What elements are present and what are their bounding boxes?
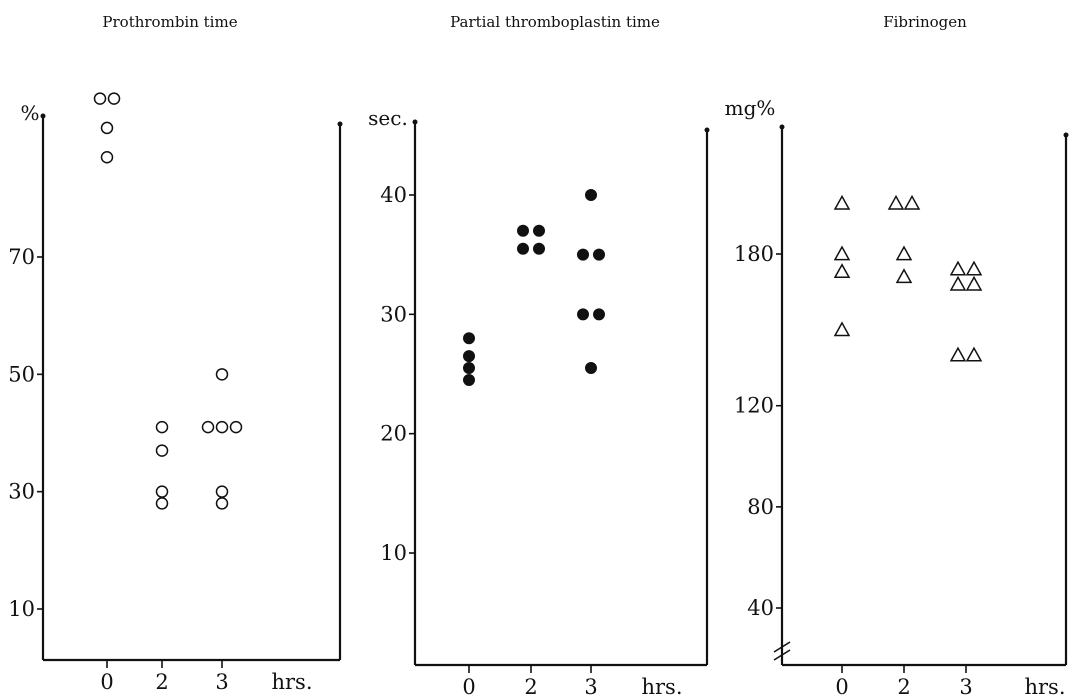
y-tick-label: 30 [8, 480, 35, 504]
axis-end-dot [704, 127, 710, 133]
y-tick-label: 40 [380, 183, 407, 207]
data-point [833, 263, 851, 279]
x-tick-label: 2 [155, 670, 168, 694]
data-point [577, 308, 589, 321]
data-point [107, 92, 121, 105]
x-tick-label: 3 [584, 675, 597, 698]
y-tick-label: 70 [8, 245, 35, 269]
y-tick-label: 80 [747, 495, 774, 519]
y-axis-unit-label: sec. [368, 106, 408, 130]
data-point [833, 321, 851, 337]
data-point [965, 346, 983, 362]
data-point [215, 420, 229, 434]
data-point [895, 245, 913, 261]
data-point [155, 420, 169, 434]
data-point [215, 368, 229, 381]
data-point [517, 242, 529, 255]
data-point [215, 485, 229, 498]
x-tick-label: 0 [100, 670, 113, 694]
data-point [895, 268, 913, 284]
axis-break-mark [773, 649, 791, 661]
data-point [463, 350, 475, 363]
data-point [949, 275, 967, 291]
data-point [585, 362, 597, 375]
data-point [201, 420, 215, 434]
data-point [155, 485, 169, 498]
y-tick-label: 30 [380, 302, 407, 326]
axis-end-dot [337, 121, 343, 127]
axis-end-dot [1063, 132, 1069, 138]
x-axis-unit-label: hrs. [271, 670, 312, 694]
y-axis-unit-label: % [20, 101, 39, 125]
data-point [585, 189, 597, 201]
x-tick-label: 0 [462, 675, 475, 698]
axis-end-dot [779, 124, 785, 130]
data-point [517, 224, 529, 237]
axis-end-dot [40, 113, 46, 119]
chart-title: Partial thromboplastin time [450, 13, 660, 31]
data-point [949, 260, 967, 276]
data-point [100, 151, 114, 164]
data-point [593, 248, 605, 261]
data-point [833, 194, 851, 210]
x-tick-label: 3 [215, 670, 228, 694]
data-point [887, 194, 905, 210]
data-point [533, 242, 545, 255]
data-point [100, 121, 114, 135]
data-point [965, 275, 983, 291]
data-point [965, 260, 983, 276]
y-tick-label: 20 [380, 422, 407, 446]
chart-panel: Fibrinogen mg% 40 80 120 180 0 2 3 hrs. [725, 13, 1069, 698]
data-point [463, 362, 475, 375]
axis-break-mark [773, 641, 791, 653]
data-point [833, 245, 851, 261]
chart-title: Prothrombin time [102, 13, 237, 31]
chart-panel: Prothrombin time% 10 30 50 70 0 2 3 hrs. [8, 13, 343, 694]
axis-end-dot [412, 119, 418, 125]
data-point [593, 308, 605, 321]
data-point [533, 224, 545, 237]
x-tick-label: 2 [524, 675, 537, 698]
data-point [155, 497, 169, 510]
y-tick-label: 50 [8, 362, 35, 386]
x-axis-unit-label: hrs. [641, 675, 682, 698]
data-point [903, 194, 921, 210]
chart-title: Fibrinogen [883, 13, 967, 31]
y-tick-label: 10 [380, 541, 407, 565]
data-point [463, 332, 475, 345]
y-tick-label: 180 [734, 242, 774, 266]
x-axis-unit-label: hrs. [1024, 675, 1065, 698]
data-point [215, 497, 229, 510]
y-tick-label: 40 [747, 596, 774, 620]
x-tick-label: 2 [897, 675, 910, 698]
y-tick-label: 120 [734, 394, 774, 418]
data-point [93, 92, 107, 105]
data-point [949, 346, 967, 362]
y-tick-label: 10 [8, 597, 35, 621]
y-axis-unit-label: mg% [725, 96, 776, 120]
x-tick-label: 3 [959, 675, 972, 698]
data-point [155, 444, 169, 457]
data-point [229, 420, 243, 434]
data-point [577, 248, 589, 261]
x-tick-label: 0 [835, 675, 848, 698]
chart-panel: Partial thromboplastin time sec. 10 20 30 40 0… [368, 13, 710, 698]
data-point [463, 373, 475, 386]
